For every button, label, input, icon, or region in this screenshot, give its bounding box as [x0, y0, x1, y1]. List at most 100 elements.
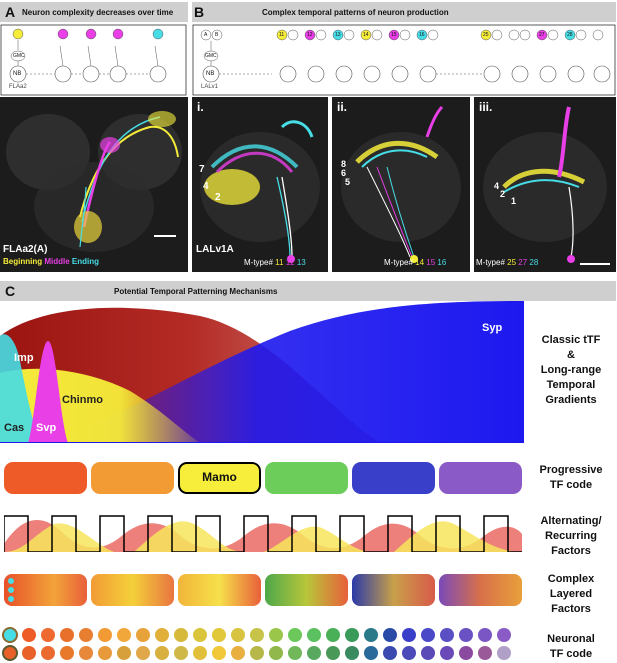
- temporal-gradient-plot: [0, 301, 524, 443]
- panel-b-image-ii: [332, 97, 470, 272]
- dot-row-1: [2, 627, 511, 643]
- row3-label: Alternating/ Recurring Factors: [526, 514, 616, 559]
- image-i-number-2: 2: [215, 192, 221, 203]
- row4-label: Complex Layered Factors: [526, 572, 616, 617]
- layered-segment-1: [4, 574, 87, 606]
- panel-b-lineage-diagram: [192, 24, 616, 96]
- image-iii-number-4: 4: [494, 181, 500, 191]
- layered-segment-6: [439, 574, 522, 606]
- image-iii-roman: iii.: [479, 100, 493, 114]
- panel-b-letter: B: [194, 4, 205, 20]
- b-num-12: 12: [307, 32, 313, 38]
- row3-line3: Factors: [551, 545, 591, 557]
- image-iii-number-2: 2: [500, 189, 506, 199]
- panel-b-title: Complex temporal patterns of neuron prod…: [262, 8, 449, 17]
- layered-dot-3: [8, 596, 14, 602]
- image-iii-number-1: 1: [511, 196, 517, 206]
- tf-segment-5: [352, 462, 435, 494]
- tf-segment-1: [4, 462, 87, 494]
- row2-label: Progressive TF code: [526, 463, 616, 493]
- tf-segment-4: [265, 462, 348, 494]
- image-ii-mtype-14: 14: [415, 258, 425, 267]
- neuronal-tf-code-grid: [2, 627, 511, 661]
- image-i-mtype-13: 13: [296, 258, 306, 267]
- image-ii-mtype-16: 16: [437, 258, 447, 267]
- image-i-roman: i.: [197, 100, 204, 114]
- row5-label: Neuronal TF code: [526, 632, 616, 662]
- panel-a-legend: Beginning Middle Ending: [3, 257, 99, 266]
- layered-segment-5: [352, 574, 435, 606]
- layered-dot-2: [8, 587, 14, 593]
- row5-line1: Neuronal: [547, 633, 595, 645]
- b-num-15: 15: [391, 32, 397, 38]
- b-diagram-group-2: [480, 29, 611, 83]
- image-ii-mtype-15: 15: [426, 258, 436, 267]
- gradient-label-syp: Syp: [482, 322, 503, 334]
- row1-line5: Gradients: [545, 394, 597, 406]
- panel-b-header: [192, 2, 616, 22]
- svp-gradient: [28, 341, 68, 443]
- panel-a-image-name: FLAa2(A): [3, 244, 48, 255]
- panel-b-scale-bar: [580, 263, 610, 265]
- image-i-lineage: LALv1A: [196, 244, 234, 255]
- panel-a-header: [0, 2, 188, 22]
- alternating-factors-plot: [4, 515, 522, 552]
- cas-gradient: [0, 334, 45, 443]
- image-ii-mtype: M-type# 14 15 16: [384, 258, 446, 267]
- b-num-16: 16: [419, 32, 425, 38]
- row4-line3: Factors: [551, 603, 591, 615]
- image-i-number-4: 4: [203, 181, 209, 192]
- panel-a-lineage-label: FLAa2: [9, 84, 27, 90]
- layered-segment-2: [91, 574, 174, 606]
- image-iii-mtype-27: 27: [518, 258, 528, 267]
- tf-segment-2: [91, 462, 174, 494]
- panel-b-image-i: [192, 97, 328, 272]
- image-ii-roman: ii.: [337, 100, 348, 114]
- panel-b-tracing-iii: [483, 106, 607, 263]
- b-diagram-a-label: A: [204, 32, 208, 38]
- image-i-number-7: 7: [199, 164, 205, 175]
- image-iii-mtype-prefix: M-type#: [476, 258, 505, 267]
- panel-a-nb-label: NB: [13, 71, 22, 77]
- image-ii-number-8: 8: [341, 159, 347, 169]
- panel-b-image-iii: [474, 97, 616, 272]
- row4-line1: Complex: [547, 573, 595, 585]
- gradient-label-svp: Svp: [36, 422, 57, 434]
- progressive-tf-row: Mamo: [4, 462, 522, 494]
- panel-a-lineage-diagram: [0, 24, 187, 96]
- b-num-27: 27: [539, 32, 545, 38]
- row1-line3: Long-range: [540, 364, 602, 376]
- panel-b-tracing-i: [200, 120, 320, 263]
- dot-row-2: [2, 645, 511, 661]
- layered-segment-3: [178, 574, 261, 606]
- b-diagram-nb-label: NB: [206, 71, 215, 77]
- legend-ending: Ending: [71, 257, 100, 266]
- row1-label: Classic tTF & Long-range Temporal Gradie…: [526, 333, 616, 408]
- row1-line2: &: [567, 349, 575, 361]
- gradient-label-chinmo: Chinmo: [62, 394, 103, 406]
- panel-c-letter: C: [5, 283, 16, 299]
- row3-line2: Recurring: [545, 530, 597, 542]
- row2-line2: TF code: [549, 479, 593, 491]
- image-i-mtype-12: 12: [285, 258, 295, 267]
- tf-segment-mamo: [178, 462, 261, 494]
- panel-a-gmc-label: GMC: [13, 53, 25, 59]
- panel-c-title: Potential Temporal Patterning Mechanisms: [114, 287, 278, 296]
- panel-a-scale-bar: [154, 235, 176, 237]
- gradient-label-imp: Imp: [14, 352, 34, 364]
- complex-layered-row: [4, 574, 522, 606]
- layered-dot-1: [8, 578, 14, 584]
- b-num-28: 28: [567, 32, 573, 38]
- image-iii-mtype-28: 28: [529, 258, 539, 267]
- image-ii-number-6: 6: [341, 168, 347, 178]
- panel-a-microscopy-image: [0, 97, 188, 272]
- gradient-label-cas: Cas: [4, 422, 25, 434]
- panel-a-neuron-tracing: [6, 111, 182, 252]
- row5-line2: TF code: [549, 648, 593, 660]
- image-i-mtype-prefix: M-type#: [244, 258, 273, 267]
- b-num-13: 13: [335, 32, 341, 38]
- image-i-mtype-11: 11: [275, 258, 284, 267]
- b-diagram-gmc-label: GMC: [205, 53, 217, 59]
- row2-line1: Progressive: [539, 464, 603, 476]
- b-num-25: 25: [483, 32, 489, 38]
